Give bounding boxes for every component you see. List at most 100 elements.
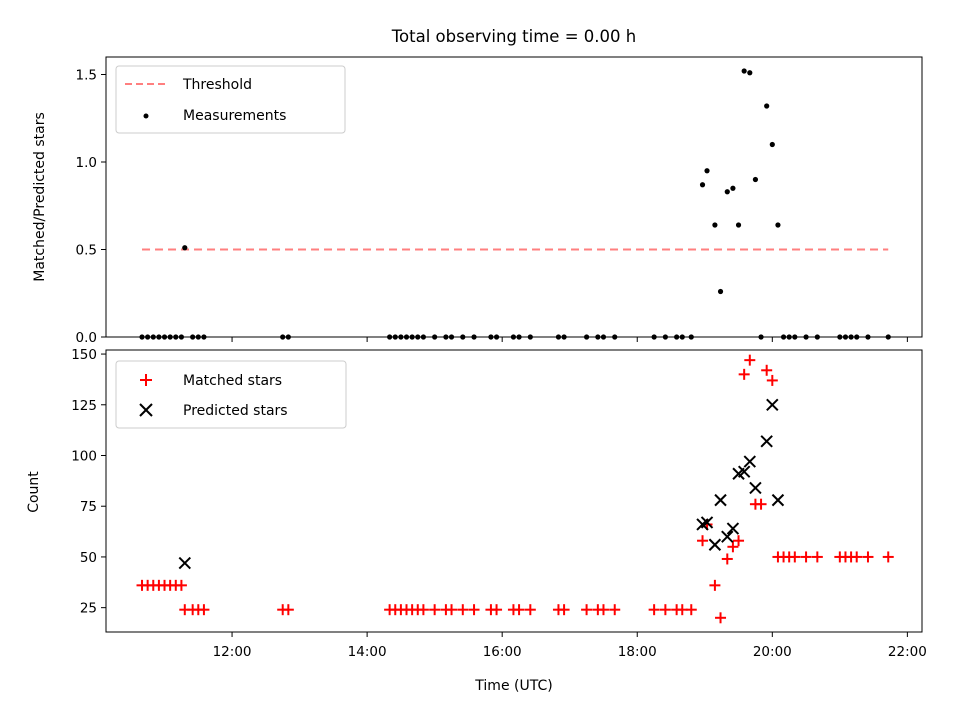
matched-star-point bbox=[609, 604, 621, 616]
matched-star-point bbox=[175, 579, 187, 591]
measurement-point bbox=[182, 245, 188, 251]
measurement-point bbox=[280, 334, 286, 340]
measurement-points bbox=[139, 68, 891, 340]
measurement-point bbox=[769, 141, 775, 148]
measurement-point bbox=[398, 334, 404, 340]
measurement-point bbox=[803, 334, 809, 340]
measurement-point bbox=[420, 334, 426, 340]
x-ticks: 12:00 14:00 16:00 18:00 20:00 22:00 bbox=[213, 337, 927, 660]
x-axis-label: Time (UTC) bbox=[474, 678, 552, 694]
bottom-y-ticks: 25 50 75 100 125 150 bbox=[71, 347, 106, 617]
matched-star-point bbox=[491, 604, 503, 616]
measurement-point bbox=[724, 189, 730, 195]
top-legend: Threshold Measurements bbox=[115, 65, 346, 134]
measurement-point bbox=[201, 334, 207, 340]
predicted-star-point-b bbox=[760, 435, 773, 448]
predicted-star-point-b bbox=[766, 398, 779, 411]
measurement-point bbox=[285, 334, 291, 340]
top-y-ticks: 0.0 0.5 1.0 1.5 bbox=[76, 68, 106, 346]
matched-star-point bbox=[198, 604, 210, 616]
measurement-point bbox=[704, 168, 710, 174]
measurements-legend-label: Measurements bbox=[183, 108, 286, 124]
x-tick-label: 16:00 bbox=[483, 644, 522, 660]
matched-star-point bbox=[558, 604, 570, 616]
matched-star-point bbox=[755, 498, 767, 510]
predicted-star-point bbox=[700, 516, 714, 529]
predicted-star-point bbox=[760, 435, 773, 448]
measurement-point bbox=[651, 334, 657, 340]
measurement-point bbox=[516, 334, 522, 340]
measurement-point bbox=[161, 334, 168, 340]
measurement-point bbox=[814, 334, 820, 340]
x-tick-label: 18:00 bbox=[618, 644, 657, 660]
predicted-star-point-b bbox=[726, 522, 740, 535]
measurement-point bbox=[145, 334, 151, 340]
matched-star-point bbox=[417, 604, 429, 616]
matched-star-point bbox=[648, 604, 660, 616]
predicted-star-point bbox=[714, 493, 727, 507]
threshold-legend-label: Threshold bbox=[182, 77, 252, 93]
measurement-point bbox=[173, 334, 179, 340]
matched-star-point bbox=[282, 604, 294, 616]
bottom-y-tick-label: 100 bbox=[71, 448, 97, 464]
predicted-star-point-b bbox=[721, 530, 734, 543]
matched-star-point bbox=[862, 551, 874, 563]
matched-legend-label: Matched stars bbox=[183, 373, 282, 389]
top-y-tick-label: 1.0 bbox=[76, 155, 97, 171]
measurement-point bbox=[837, 334, 843, 340]
predicted-star-point-b bbox=[178, 556, 191, 570]
predicted-star-point-b bbox=[737, 465, 751, 478]
top-y-tick-label: 1.5 bbox=[76, 68, 97, 84]
matched-star-point bbox=[457, 604, 469, 616]
matched-star-point bbox=[721, 553, 733, 565]
bottom-y-tick-label: 50 bbox=[80, 550, 97, 566]
measurement-point bbox=[150, 334, 156, 340]
predicted-star-point bbox=[743, 455, 757, 468]
top-panel: 0.0 0.5 1.0 1.5 Matched/Predicted stars Thr… bbox=[32, 56, 923, 346]
predicted-star-point bbox=[721, 530, 734, 543]
matched-star-point bbox=[738, 368, 750, 380]
bottom-legend: Matched stars Predicted stars bbox=[115, 360, 347, 429]
measurement-point bbox=[448, 334, 455, 340]
matched-star-point bbox=[524, 604, 536, 616]
measurement-point bbox=[612, 334, 618, 340]
matched-star-point bbox=[697, 535, 709, 547]
measurement-point bbox=[561, 334, 567, 340]
measurement-point bbox=[758, 334, 764, 340]
matched-star-point bbox=[882, 551, 894, 563]
x-tick-label: 22:00 bbox=[888, 644, 927, 660]
matched-star-point bbox=[761, 364, 773, 376]
bottom-y-tick-label: 25 bbox=[80, 601, 97, 617]
measurement-point bbox=[775, 222, 781, 228]
count-points bbox=[136, 354, 894, 624]
measurement-point bbox=[409, 334, 415, 340]
measurement-point bbox=[156, 334, 162, 340]
bottom-y-axis-label: Count bbox=[26, 471, 42, 513]
top-y-tick-label: 0.5 bbox=[76, 243, 97, 259]
measurement-point bbox=[178, 334, 185, 340]
measurement-point bbox=[792, 334, 798, 340]
predicted-star-point-b bbox=[771, 493, 785, 507]
top-legend-box bbox=[115, 65, 346, 134]
predicted-star-point-b bbox=[749, 481, 762, 495]
measurement-point bbox=[885, 334, 891, 340]
measurement-point bbox=[786, 334, 792, 340]
predicted-star-point bbox=[726, 522, 740, 535]
x-tick-label: 14:00 bbox=[348, 644, 387, 660]
bottom-y-tick-label: 125 bbox=[71, 398, 97, 414]
measurement-point bbox=[747, 70, 753, 76]
measurement-point bbox=[471, 334, 477, 340]
measurement-point bbox=[493, 334, 500, 340]
matched-star-point bbox=[446, 604, 458, 616]
top-y-axis-label: Matched/Predicted stars bbox=[32, 112, 48, 282]
top-y-tick-label: 0.0 bbox=[76, 330, 97, 346]
matched-star-point bbox=[715, 612, 727, 624]
matched-star-point bbox=[429, 604, 441, 616]
predicted-star-point bbox=[766, 398, 779, 411]
matched-star-point bbox=[766, 374, 778, 386]
measurement-point bbox=[392, 334, 398, 340]
measurement-point bbox=[415, 334, 421, 340]
x-tick-label: 12:00 bbox=[213, 644, 252, 660]
predicted-star-point bbox=[737, 465, 751, 478]
